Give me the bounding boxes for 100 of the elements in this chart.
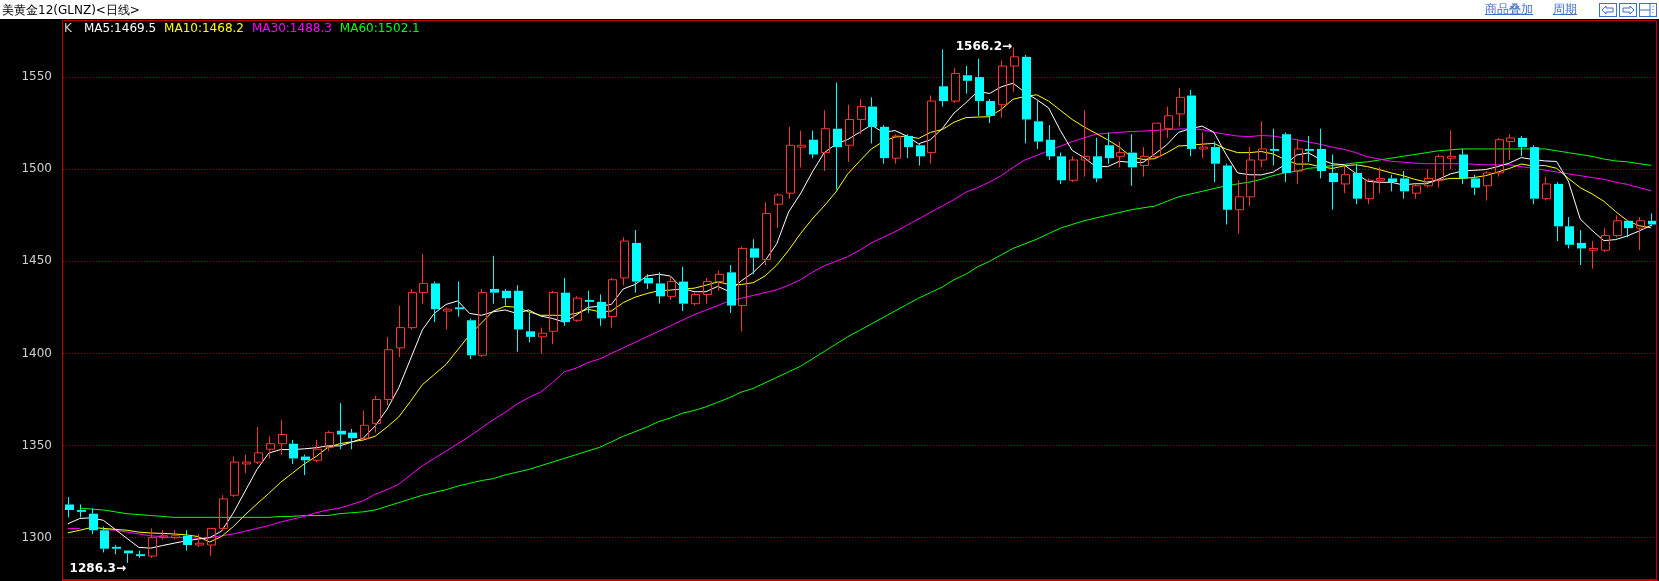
candlestick [1388,174,1397,192]
candlestick [77,503,86,518]
candlestick [750,238,759,275]
candlestick [1305,135,1314,163]
candlestick [1459,148,1468,185]
candlestick [348,428,357,450]
candlestick [1565,216,1574,249]
candlestick [774,192,783,229]
candlestick [1235,179,1244,235]
candlestick [715,270,724,292]
candlestick [1483,170,1492,202]
candlestick [632,229,641,294]
candlestick [207,527,216,557]
candlestick [1187,89,1196,157]
candlestick [443,306,452,330]
candlestick [1081,109,1090,178]
text: MA5:1469.5 [83,21,157,35]
candlestick [372,395,381,434]
candlestick [561,277,570,327]
candlestick [1093,137,1102,183]
candlestick [1341,165,1350,194]
candlestick [1010,46,1019,93]
candlestick [786,126,795,200]
candlestick [809,130,818,159]
candlestick [1246,146,1255,207]
candlestick [998,60,1007,119]
candlestick [1624,220,1633,238]
candlestick [538,327,547,354]
candlestick [1317,128,1326,179]
text: MA10:1468.2 [164,21,244,35]
text: MA60:1502.1 [339,21,420,35]
candlestick [384,336,393,406]
candlestick [833,82,842,190]
candlestick [183,529,192,552]
candlestick [1400,170,1409,200]
candlestick [1105,131,1114,165]
annotation: 1286.3→ [69,560,126,575]
candlestick [1258,120,1267,168]
candlestick [1211,141,1220,183]
candlestick [431,281,440,323]
candlestick [1518,135,1527,157]
candlestick [857,98,866,135]
y-tick-label: 1500 [21,161,52,176]
candlestick [644,273,653,290]
candlestick [289,439,298,465]
candlestick [679,266,688,312]
candlestick [975,58,984,117]
chart-title: 美黄金12(GLNZ)<日线> [2,2,140,19]
candlestick [656,271,665,305]
candlestick [1447,130,1456,170]
candlestick [1282,131,1291,183]
candlestick [797,130,806,168]
candlestick [939,48,948,108]
candlestick [1046,124,1055,161]
candlestick [1577,229,1586,266]
candlestick [195,533,204,548]
candlestick [608,277,617,329]
y-tick-label: 1450 [21,253,52,268]
candlestick [1199,131,1208,159]
candlestick [1471,174,1480,196]
candlestick [1022,54,1031,144]
candlestick [727,264,736,314]
candlestick [526,312,535,343]
candlestick [148,527,157,559]
candlestick [1506,133,1515,161]
text: 周期 [1553,1,1577,18]
candlestick [65,496,74,518]
candlestick [514,284,523,353]
candlestick [1554,181,1563,242]
candlestick [89,507,98,535]
candlestick [1223,163,1232,225]
candlestick [986,98,995,124]
candlestick [1636,216,1645,251]
candlestick [963,65,972,95]
candlestick [1376,166,1385,194]
y-tick-label: 1400 [21,345,52,360]
legend-title: K [64,21,72,35]
candlestick [916,142,925,167]
candlestick [1176,87,1185,128]
y-tick-label: 1300 [21,529,52,544]
candlestick [1116,141,1125,168]
candlestick [419,253,428,305]
candlestick [821,109,830,172]
candlestick [1435,153,1444,189]
candlestick [1164,106,1173,139]
annotation: 1566.2→ [955,39,1013,54]
candlestick [762,201,771,266]
candlestick [467,317,476,360]
candlestick [1353,163,1362,205]
candlestick [396,305,405,358]
text: 商品叠加 [1485,1,1533,18]
candlestick [738,246,747,332]
candlestick [502,288,511,307]
candlestick [1329,153,1338,211]
candlestick [1530,144,1539,205]
candlestick [585,290,594,314]
candlestick [868,96,877,144]
candlestick [1365,177,1374,205]
candlestick [1294,139,1303,185]
candlestick [455,281,464,318]
